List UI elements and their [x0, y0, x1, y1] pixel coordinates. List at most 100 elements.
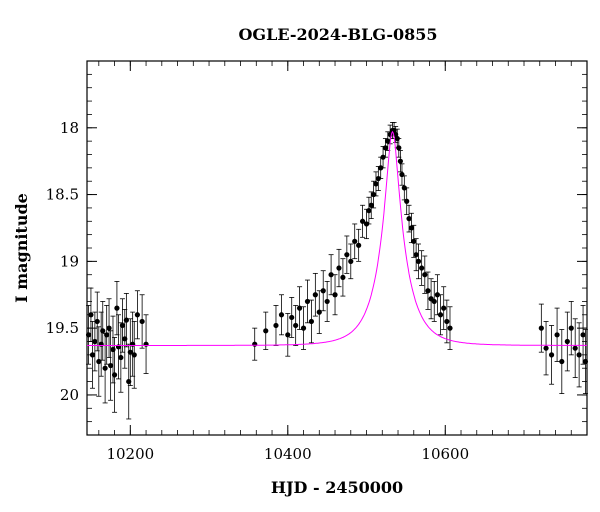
y-tick-label: 18.5 — [46, 186, 79, 204]
data-point — [411, 238, 417, 244]
data-point — [554, 332, 560, 338]
data-point — [273, 322, 279, 329]
data-point — [111, 372, 118, 378]
data-point — [394, 135, 400, 142]
data-point — [393, 131, 399, 138]
data-point — [100, 328, 106, 334]
data-point — [406, 216, 412, 222]
data-point — [413, 252, 419, 258]
data-point — [582, 358, 589, 365]
data-point — [422, 272, 428, 278]
data-point — [263, 328, 269, 334]
error-bars — [86, 122, 588, 420]
data-point — [89, 352, 96, 358]
data-point — [434, 292, 440, 298]
data-point — [289, 314, 295, 321]
data-point — [396, 145, 402, 151]
x-tick-label: 10200 — [106, 445, 154, 463]
data-point — [437, 312, 444, 318]
data-point — [340, 274, 346, 280]
data-point — [385, 138, 391, 144]
data-point — [356, 242, 362, 248]
data-point — [139, 318, 145, 325]
data-point — [293, 322, 299, 329]
data-point — [332, 292, 338, 298]
y-tick-label: 18 — [60, 119, 79, 137]
data-point — [285, 332, 291, 338]
data-point — [300, 325, 307, 331]
axis-ticks — [87, 60, 588, 436]
y-tick-label: 19.5 — [46, 319, 79, 337]
data-point — [123, 317, 129, 323]
data-point — [134, 312, 140, 318]
data-point — [576, 352, 582, 358]
data-point — [85, 332, 92, 338]
data-point — [312, 292, 318, 298]
data-point — [278, 312, 285, 318]
data-point — [538, 325, 544, 331]
data-point — [373, 181, 379, 187]
data-point — [543, 345, 549, 351]
data-point — [401, 185, 407, 191]
axis-tick-labels: 10200 10400 10600 18 18.5 19 19.5 20 — [46, 119, 470, 463]
data-point — [431, 298, 437, 305]
data-point — [308, 318, 315, 325]
data-point — [304, 298, 311, 305]
data-point — [108, 362, 114, 369]
plot-frame — [86, 60, 588, 436]
data-point — [114, 305, 120, 311]
data-point — [119, 322, 126, 329]
y-tick-label: 19 — [60, 252, 79, 270]
y-tick-label: 20 — [60, 386, 79, 404]
data-point — [378, 165, 384, 171]
data-point — [94, 318, 100, 325]
data-point — [380, 154, 386, 160]
data-point — [548, 352, 555, 358]
x-tick-label: 10600 — [421, 445, 469, 463]
data-point — [118, 354, 124, 361]
chart-title: OGLE-2024-BLG-0855 — [238, 25, 437, 44]
data-point — [359, 218, 366, 224]
data-point — [419, 265, 425, 271]
data-point — [296, 305, 303, 311]
data-point — [366, 208, 372, 214]
data-points — [85, 127, 589, 385]
data-point — [408, 225, 415, 231]
data-point — [363, 221, 370, 227]
model-curve — [87, 130, 587, 346]
data-point — [328, 272, 334, 278]
data-point — [559, 358, 565, 365]
data-point — [415, 258, 422, 264]
data-point — [88, 312, 94, 318]
data-point — [447, 325, 453, 331]
data-point — [316, 309, 322, 315]
data-point — [336, 265, 342, 271]
data-point — [444, 318, 450, 325]
data-point — [399, 171, 405, 178]
data-point — [324, 298, 330, 305]
data-point — [564, 338, 570, 345]
data-point — [104, 332, 110, 338]
data-point — [580, 332, 586, 338]
data-point — [397, 158, 403, 164]
data-point — [441, 305, 447, 311]
y-axis-label: I magnitude — [12, 193, 31, 303]
data-point — [352, 238, 358, 244]
data-point — [425, 288, 431, 294]
data-point — [92, 338, 98, 345]
data-point — [110, 346, 116, 353]
data-point — [568, 325, 574, 331]
data-point — [126, 378, 132, 385]
data-point — [572, 345, 578, 351]
data-point — [320, 288, 326, 294]
data-point — [344, 252, 350, 258]
data-point — [371, 191, 377, 198]
x-axis-label: HJD - 2450000 — [271, 478, 403, 497]
data-point — [252, 341, 258, 347]
data-point — [375, 175, 381, 182]
data-point — [348, 258, 354, 264]
data-point — [368, 202, 374, 208]
data-point — [127, 349, 133, 355]
data-point — [404, 198, 410, 204]
